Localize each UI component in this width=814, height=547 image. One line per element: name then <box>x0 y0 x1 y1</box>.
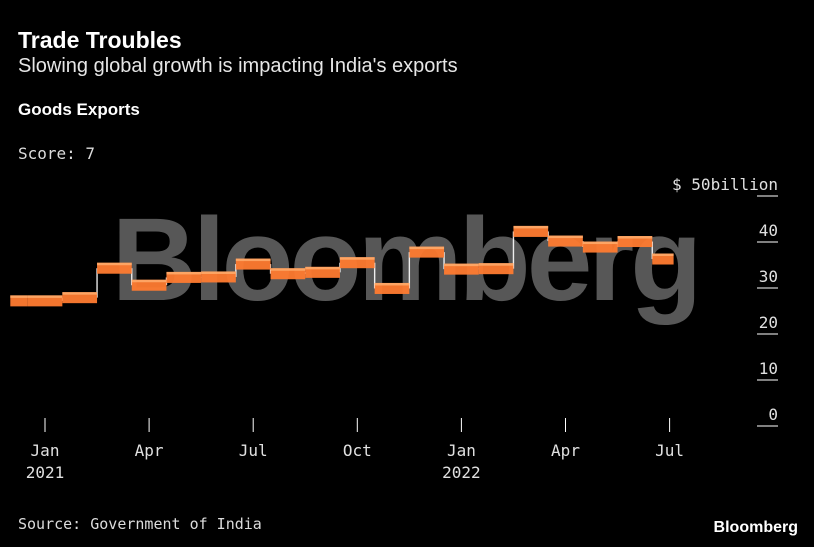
data-step <box>582 241 618 253</box>
data-step <box>131 279 167 291</box>
data-step <box>62 292 98 304</box>
data-step-highlight <box>548 235 583 239</box>
data-step-highlight <box>652 253 674 257</box>
data-step-highlight <box>235 258 271 262</box>
data-step <box>617 236 653 248</box>
data-step <box>513 225 549 237</box>
y-tick-label-4: 10 <box>759 359 778 378</box>
data-step-highlight <box>27 295 63 298</box>
x-tick-label-1: Apr <box>135 441 164 460</box>
data-step-highlight <box>10 295 28 298</box>
data-step <box>478 263 514 275</box>
data-step <box>166 271 202 283</box>
data-step-highlight <box>582 241 618 245</box>
data-step-highlight <box>97 262 132 266</box>
score-label: Score: 7 <box>18 144 96 163</box>
chart-subtitle: Slowing global growth is impacting India… <box>18 55 458 77</box>
y-tick-label-1: 40 <box>759 221 778 240</box>
x-tick-label-5: Apr <box>551 441 580 460</box>
data-step-highlight <box>166 271 202 275</box>
data-step-highlight <box>305 266 340 270</box>
chart-heading: Goods Exports <box>18 100 140 119</box>
x-tick-label-2: Jul <box>239 441 268 460</box>
data-step-highlight <box>270 268 306 271</box>
x-tick-label-6: Jul <box>655 441 684 460</box>
data-step-highlight <box>513 225 549 229</box>
data-step-highlight <box>409 246 445 250</box>
y-tick-label-0: $ 50billion <box>672 175 778 194</box>
data-step <box>652 253 674 265</box>
data-step-highlight <box>374 282 410 286</box>
y-tick-label-3: 20 <box>759 313 778 332</box>
brand-logo: Bloomberg <box>713 519 798 536</box>
data-step <box>270 268 306 280</box>
data-step <box>548 235 583 247</box>
data-step-highlight <box>478 263 514 266</box>
x-tick-label-0: Jan <box>31 441 60 460</box>
data-step <box>10 295 28 307</box>
data-step <box>201 271 236 283</box>
data-step <box>444 263 479 275</box>
data-step-highlight <box>339 257 375 260</box>
data-step <box>409 246 445 258</box>
chart-title: Trade Troubles <box>18 27 182 53</box>
data-step <box>374 282 410 294</box>
data-step <box>339 257 375 269</box>
data-step-highlight <box>201 271 236 274</box>
source-note: Source: Government of India <box>18 515 262 533</box>
data-step <box>27 295 63 307</box>
data-step-highlight <box>131 279 167 283</box>
x-tick-year-4: 2022 <box>442 463 481 482</box>
watermark: Bloomberg <box>112 194 699 326</box>
x-tick-year-0: 2021 <box>26 463 65 482</box>
data-step-highlight <box>444 263 479 267</box>
x-tick-label-3: Oct <box>343 441 372 460</box>
data-step <box>235 258 271 270</box>
data-step <box>97 262 132 274</box>
y-tick-label-5: 0 <box>768 405 778 424</box>
data-step-highlight <box>617 236 653 239</box>
y-tick-label-2: 30 <box>759 267 778 286</box>
x-tick-label-4: Jan <box>447 441 476 460</box>
data-step <box>305 266 340 278</box>
data-step-highlight <box>62 292 98 295</box>
